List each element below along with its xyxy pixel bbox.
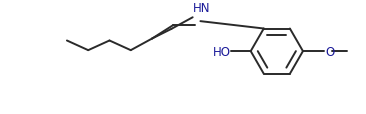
Text: HO: HO xyxy=(212,45,231,58)
Text: HN: HN xyxy=(193,2,210,15)
Text: O: O xyxy=(325,45,335,58)
